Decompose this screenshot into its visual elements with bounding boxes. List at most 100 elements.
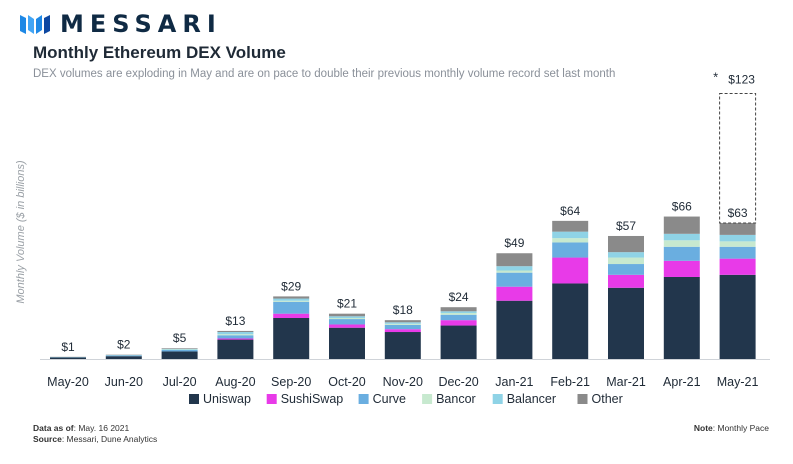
total-label-nov-20: $18 <box>393 303 413 317</box>
bar-uniswap-feb-21 <box>552 283 589 359</box>
data-as-of-line: Data as of: May. 16 2021 <box>33 423 157 434</box>
data-as-of-label: Data as of <box>33 423 74 433</box>
bar-bancor-sep-20 <box>273 300 310 302</box>
bar-uniswap-jan-21 <box>496 300 533 359</box>
projection-asterisk: * <box>713 70 718 85</box>
bar-uniswap-may-21 <box>719 274 756 359</box>
bar-balancer-nov-20 <box>384 322 421 324</box>
bar-curve-aug-20 <box>217 335 254 339</box>
total-label-oct-20: $21 <box>337 297 357 311</box>
legend-swatch-other <box>577 394 588 404</box>
bar-balancer-mar-21 <box>608 252 644 258</box>
bar-curve-jul-20 <box>161 349 198 352</box>
bar-curve-dec-20 <box>440 314 477 321</box>
total-label-dec-20: $24 <box>449 290 469 304</box>
bar-curve-jun-20 <box>105 355 142 357</box>
bar-balancer-sep-20 <box>273 298 310 301</box>
bar-uniswap-may-20 <box>50 357 86 359</box>
total-label-apr-21: $66 <box>672 200 692 214</box>
total-label-sep-20: $29 <box>281 279 301 293</box>
bar-bancor-may-21 <box>719 241 756 247</box>
footer-source: Data as of: May. 16 2021 Source: Messari… <box>33 423 157 445</box>
chart-title: Monthly Ethereum DEX Volume <box>33 43 286 62</box>
bar-bancor-oct-20 <box>329 317 365 320</box>
bar-balancer-apr-21 <box>663 233 700 241</box>
bar-other-jan-21 <box>496 253 533 267</box>
source-label: Source <box>33 434 62 444</box>
source-value: : Messari, Dune Analytics <box>61 434 158 444</box>
bar-other-may-21 <box>719 223 756 235</box>
bar-balancer-jul-20 <box>161 348 198 350</box>
bar-curve-feb-21 <box>552 242 589 258</box>
x-tick-jul-20: Jul-20 <box>163 375 197 389</box>
x-tick-dec-20: Dec-20 <box>438 375 478 389</box>
bar-curve-mar-21 <box>608 264 644 275</box>
bar-other-dec-20 <box>440 307 477 312</box>
bar-sushiswap-nov-20 <box>384 329 421 333</box>
bar-other-jul-20 <box>161 348 198 349</box>
source-line: Source: Messari, Dune Analytics <box>33 434 157 445</box>
bar-uniswap-apr-21 <box>663 276 700 359</box>
bar-bancor-jan-21 <box>496 270 533 273</box>
bar-balancer-oct-20 <box>329 316 365 318</box>
bar-other-aug-20 <box>217 330 254 333</box>
bar-bancor-aug-20 <box>217 334 254 336</box>
legend-label-curve: Curve <box>373 392 406 406</box>
x-tick-feb-21: Feb-21 <box>550 375 590 389</box>
x-tick-jan-21: Jan-21 <box>495 375 533 389</box>
bar-uniswap-jul-20 <box>161 351 198 359</box>
bar-sushiswap-dec-20 <box>440 320 477 326</box>
total-label-mar-21: $57 <box>616 219 636 233</box>
note-value: : Monthly Pace <box>712 423 769 433</box>
bar-curve-oct-20 <box>329 319 365 325</box>
total-label-feb-21: $64 <box>560 204 580 218</box>
brand-name: MESSARI <box>60 10 222 38</box>
x-tick-may-20: May-20 <box>47 375 89 389</box>
x-tick-aug-20: Aug-20 <box>215 375 255 389</box>
bar-sushiswap-jan-21 <box>496 286 533 301</box>
x-tick-mar-21: Mar-21 <box>606 375 646 389</box>
x-tick-oct-20: Oct-20 <box>328 375 366 389</box>
bar-uniswap-nov-20 <box>384 332 421 359</box>
bar-other-nov-20 <box>384 320 421 323</box>
bar-other-sep-20 <box>273 296 310 299</box>
bar-curve-jan-21 <box>496 272 533 287</box>
bar-other-feb-21 <box>552 220 589 232</box>
bar-curve-may-21 <box>719 246 756 259</box>
bar-balancer-may-21 <box>719 234 756 242</box>
bar-balancer-feb-21 <box>552 231 589 239</box>
bar-sushiswap-mar-21 <box>608 274 644 288</box>
bar-other-mar-21 <box>608 235 644 253</box>
bar-balancer-aug-20 <box>217 332 254 335</box>
bar-other-apr-21 <box>663 216 700 234</box>
x-tick-may-21: May-21 <box>717 375 759 389</box>
bar-uniswap-mar-21 <box>608 287 644 359</box>
projection-label: $123 <box>728 73 755 87</box>
bar-other-oct-20 <box>329 313 365 317</box>
footer-note: Note: Monthly Pace <box>694 423 769 433</box>
x-tick-sep-20: Sep-20 <box>271 375 311 389</box>
total-label-may-21: $63 <box>728 206 748 220</box>
bar-uniswap-dec-20 <box>440 325 477 359</box>
messari-logo: MESSARI <box>20 10 222 38</box>
legend-label-other: Other <box>592 392 623 406</box>
bar-uniswap-jun-20 <box>105 356 142 359</box>
x-tick-nov-20: Nov-20 <box>383 375 423 389</box>
bar-curve-sep-20 <box>273 301 310 314</box>
messari-logo-icon <box>20 15 50 34</box>
y-axis-label: Monthly Volume ($ in billions) <box>15 160 27 304</box>
bar-bancor-mar-21 <box>608 257 644 265</box>
bar-curve-apr-21 <box>663 246 700 261</box>
bar-curve-nov-20 <box>384 324 421 330</box>
legend-label-sushiswap: SushiSwap <box>281 392 344 406</box>
bar-sushiswap-apr-21 <box>663 260 700 277</box>
total-label-jun-20: $2 <box>117 338 131 352</box>
projection-box-may-21 <box>719 93 757 224</box>
bar-balancer-jan-21 <box>496 266 533 271</box>
bar-sushiswap-aug-20 <box>217 338 254 340</box>
bar-uniswap-oct-20 <box>329 327 365 359</box>
x-tick-apr-21: Apr-21 <box>663 375 701 389</box>
bar-balancer-dec-20 <box>440 311 477 314</box>
bar-bancor-apr-21 <box>663 240 700 247</box>
